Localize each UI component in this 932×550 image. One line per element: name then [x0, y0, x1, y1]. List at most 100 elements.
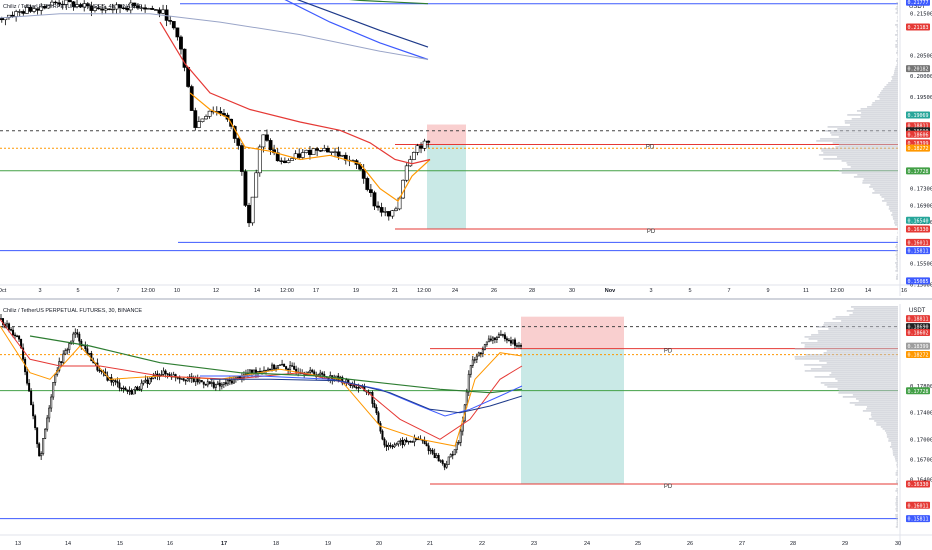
candle[interactable]: [35, 8, 40, 15]
price-badge[interactable]: 0.16330: [906, 225, 930, 234]
candle[interactable]: [371, 390, 374, 408]
candle[interactable]: [57, 0, 62, 7]
candle[interactable]: [142, 380, 145, 386]
candle[interactable]: [395, 442, 398, 446]
candle[interactable]: [176, 377, 179, 380]
candle[interactable]: [120, 387, 123, 392]
candle[interactable]: [36, 427, 39, 448]
candle[interactable]: [503, 332, 506, 342]
candle[interactable]: [389, 442, 392, 449]
candle[interactable]: [53, 0, 58, 5]
candle[interactable]: [140, 379, 143, 392]
candle[interactable]: [68, 342, 71, 354]
candle[interactable]: [239, 142, 244, 176]
candle[interactable]: [182, 48, 187, 72]
candle[interactable]: [457, 440, 460, 446]
candle[interactable]: [459, 428, 462, 447]
candle[interactable]: [505, 336, 508, 344]
moving-average-line[interactable]: [300, 0, 429, 5]
candle[interactable]: [74, 328, 77, 338]
candle[interactable]: [196, 374, 199, 385]
candle[interactable]: [166, 373, 169, 379]
price-badge[interactable]: 0.15811: [906, 247, 930, 255]
candle[interactable]: [489, 335, 492, 342]
candle[interactable]: [46, 4, 51, 9]
candle[interactable]: [168, 16, 173, 25]
candle[interactable]: [375, 404, 378, 415]
candle[interactable]: [499, 330, 502, 336]
candle[interactable]: [247, 202, 251, 227]
moving-average-line[interactable]: [189, 92, 431, 202]
price-badge[interactable]: 0.18811: [906, 315, 930, 323]
candle[interactable]: [189, 84, 194, 111]
candle[interactable]: [383, 207, 388, 217]
price-badge[interactable]: 0.16330: [906, 480, 930, 489]
candle[interactable]: [44, 428, 47, 440]
candle[interactable]: [82, 0, 87, 12]
candle[interactable]: [224, 378, 227, 387]
candle[interactable]: [394, 206, 398, 212]
moving-average-line[interactable]: [285, 0, 429, 48]
candle[interactable]: [216, 380, 219, 386]
candle[interactable]: [150, 376, 153, 383]
price-badge[interactable]: 0.20182: [906, 65, 930, 73]
candle[interactable]: [368, 183, 373, 197]
candle[interactable]: [455, 440, 458, 454]
candle[interactable]: [443, 463, 446, 471]
candle[interactable]: [481, 346, 484, 358]
stop-loss-zone[interactable]: [427, 124, 466, 145]
candle[interactable]: [93, 5, 97, 13]
candle[interactable]: [415, 143, 420, 156]
candle[interactable]: [281, 359, 284, 366]
candle[interactable]: [311, 148, 316, 155]
candle[interactable]: [279, 157, 284, 165]
candle[interactable]: [78, 331, 81, 346]
candle[interactable]: [67, 0, 72, 3]
candle[interactable]: [340, 154, 345, 157]
candle[interactable]: [426, 140, 431, 148]
candle[interactable]: [273, 363, 276, 371]
candle[interactable]: [351, 381, 354, 389]
candle[interactable]: [139, 4, 144, 12]
price-badge[interactable]: 0.18690: [906, 323, 930, 331]
candle[interactable]: [24, 4, 29, 14]
candle[interactable]: [121, 6, 126, 10]
candle[interactable]: [475, 353, 478, 364]
candle[interactable]: [483, 343, 486, 351]
moving-average-line[interactable]: [0, 325, 523, 447]
candle[interactable]: [162, 367, 165, 377]
candle[interactable]: [136, 385, 139, 391]
candle[interactable]: [393, 442, 396, 449]
candle[interactable]: [399, 438, 402, 446]
candle[interactable]: [477, 351, 480, 357]
candle[interactable]: [138, 386, 141, 391]
candle[interactable]: [383, 437, 386, 448]
candle[interactable]: [404, 163, 409, 183]
moving-average-line[interactable]: [29, 335, 523, 394]
candle[interactable]: [6, 320, 9, 328]
candle[interactable]: [50, 0, 54, 6]
candle[interactable]: [175, 27, 180, 41]
candle[interactable]: [46, 414, 49, 432]
candle[interactable]: [32, 401, 35, 420]
candle[interactable]: [28, 379, 31, 392]
price-badge[interactable]: 0.19069: [906, 111, 930, 119]
candle[interactable]: [32, 5, 36, 14]
candle[interactable]: [171, 21, 176, 30]
price-badge[interactable]: 0.21777: [906, 0, 930, 6]
candle[interactable]: [243, 169, 248, 207]
candle[interactable]: [311, 368, 314, 374]
candle[interactable]: [275, 148, 280, 162]
price-badge[interactable]: 0.16540: [906, 216, 930, 225]
candle[interactable]: [391, 444, 394, 450]
candle[interactable]: [157, 7, 162, 18]
candle[interactable]: [85, 2, 90, 10]
candle[interactable]: [107, 8, 112, 11]
candle[interactable]: [435, 452, 438, 459]
candle[interactable]: [429, 447, 432, 455]
candle[interactable]: [21, 9, 26, 16]
candle[interactable]: [275, 365, 278, 372]
candle[interactable]: [447, 456, 450, 465]
candle[interactable]: [515, 342, 518, 348]
